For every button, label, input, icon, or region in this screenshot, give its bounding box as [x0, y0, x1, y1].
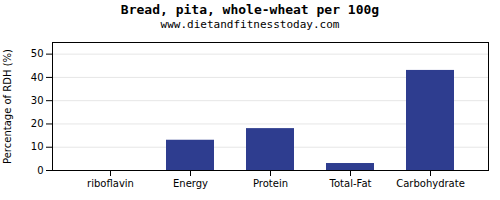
svg-text:30: 30: [31, 95, 44, 106]
svg-text:Energy: Energy: [173, 178, 208, 189]
svg-text:Protein: Protein: [253, 178, 288, 189]
svg-text:20: 20: [31, 118, 44, 129]
svg-text:riboflavin: riboflavin: [87, 178, 134, 189]
html-text:www.dietandfitnesstoday.com: www.dietandfitnesstoday.com: [160, 18, 340, 31]
svg-text:Carbohydrate: Carbohydrate: [396, 178, 465, 189]
svg-text:40: 40: [31, 72, 44, 83]
svg-text:0: 0: [37, 165, 43, 176]
svg-text:Percentage of RDH (%): Percentage of RDH (%): [2, 49, 13, 164]
svg-text:10: 10: [31, 141, 44, 152]
html-text:Bread, pita, whole-wheat per 1: Bread, pita, whole-wheat per 100g: [120, 2, 380, 17]
svg-text:Total-Fat: Total-Fat: [329, 178, 372, 189]
svg-text:50: 50: [31, 48, 44, 59]
